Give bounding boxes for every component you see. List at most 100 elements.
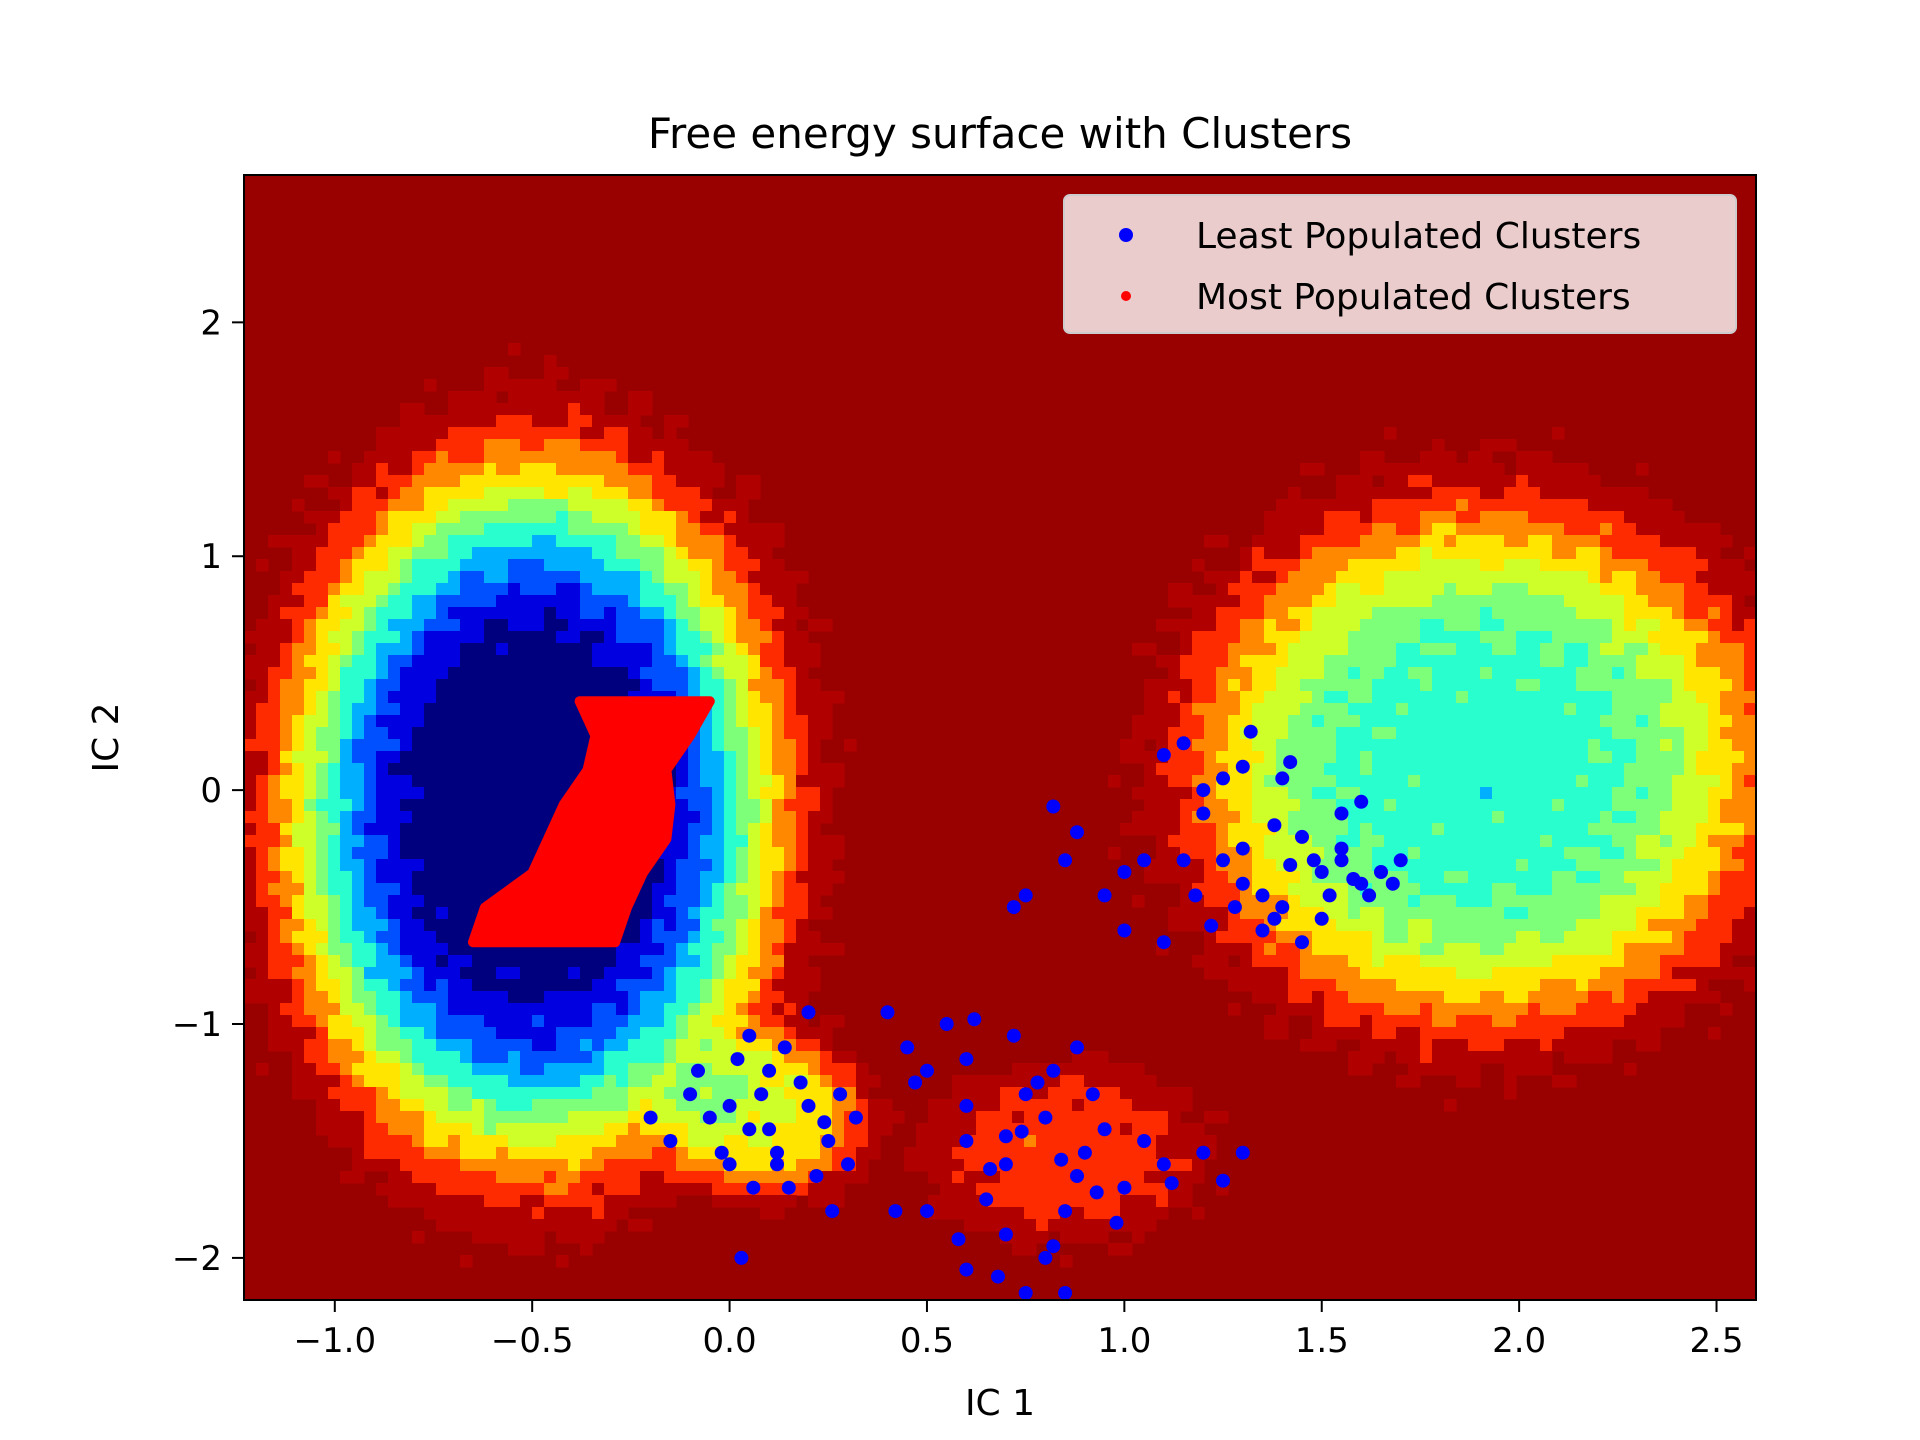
contour-cell bbox=[460, 1099, 473, 1112]
contour-cell bbox=[496, 799, 509, 812]
contour-cell bbox=[1636, 727, 1649, 740]
contour-cell bbox=[700, 979, 713, 992]
contour-cell bbox=[448, 391, 461, 404]
contour-cell bbox=[1492, 811, 1505, 824]
contour-cell bbox=[388, 895, 401, 908]
contour-cell bbox=[412, 919, 425, 932]
contour-cell bbox=[364, 895, 377, 908]
contour-cell bbox=[280, 595, 293, 608]
contour-cell bbox=[496, 595, 509, 608]
contour-cell bbox=[436, 907, 449, 920]
contour-cell bbox=[1336, 1027, 1349, 1040]
contour-cell bbox=[772, 751, 785, 764]
contour-cell bbox=[1540, 547, 1553, 560]
contour-cell bbox=[700, 1003, 713, 1016]
contour-cell bbox=[544, 475, 557, 488]
contour-cell bbox=[1264, 559, 1277, 572]
contour-cell bbox=[676, 823, 689, 836]
contour-cell bbox=[1600, 511, 1613, 524]
contour-cell bbox=[496, 667, 509, 680]
contour-cell bbox=[760, 835, 773, 848]
contour-cell bbox=[256, 931, 269, 944]
contour-cell bbox=[1504, 1063, 1517, 1076]
contour-cell bbox=[616, 1051, 629, 1064]
contour-cell bbox=[1372, 1003, 1385, 1016]
contour-cell bbox=[736, 895, 749, 908]
contour-cell bbox=[376, 631, 389, 644]
contour-cell bbox=[568, 487, 581, 500]
contour-cell bbox=[1552, 547, 1565, 560]
contour-cell bbox=[328, 907, 341, 920]
contour-cell bbox=[1384, 595, 1397, 608]
contour-cell bbox=[1528, 715, 1541, 728]
contour-cell bbox=[340, 571, 353, 584]
contour-cell bbox=[652, 547, 665, 560]
contour-cell bbox=[352, 799, 365, 812]
contour-cell bbox=[352, 979, 365, 992]
contour-cell bbox=[1600, 823, 1613, 836]
contour-cell bbox=[1744, 703, 1756, 716]
contour-cell bbox=[1348, 955, 1361, 968]
contour-cell bbox=[1516, 607, 1529, 620]
contour-cell bbox=[1648, 535, 1661, 548]
contour-cell bbox=[700, 943, 713, 956]
contour-cell bbox=[1516, 991, 1529, 1004]
contour-cell bbox=[280, 943, 293, 956]
contour-cell bbox=[376, 703, 389, 716]
contour-cell bbox=[292, 559, 305, 572]
contour-cell bbox=[700, 499, 713, 512]
contour-cell bbox=[640, 1027, 653, 1040]
contour-cell bbox=[496, 967, 509, 980]
contour-cell bbox=[472, 631, 485, 644]
contour-cell bbox=[712, 679, 725, 692]
contour-cell bbox=[292, 1015, 305, 1028]
contour-cell bbox=[280, 931, 293, 944]
contour-cell bbox=[508, 823, 521, 836]
contour-cell bbox=[508, 955, 521, 968]
contour-cell bbox=[400, 1063, 413, 1076]
contour-cell bbox=[1660, 595, 1673, 608]
contour-cell bbox=[760, 595, 773, 608]
contour-cell bbox=[1408, 463, 1421, 476]
contour-cell bbox=[664, 1051, 677, 1064]
contour-cell bbox=[388, 679, 401, 692]
contour-cell bbox=[508, 403, 521, 416]
contour-cell bbox=[1444, 655, 1457, 668]
contour-cell bbox=[1552, 499, 1565, 512]
contour-cell bbox=[820, 859, 833, 872]
contour-cell bbox=[1480, 583, 1493, 596]
contour-cell bbox=[1672, 787, 1685, 800]
contour-cell bbox=[1648, 739, 1661, 752]
contour-cell bbox=[1420, 931, 1433, 944]
contour-cell bbox=[1552, 991, 1565, 1004]
contour-cell bbox=[1528, 595, 1541, 608]
contour-cell bbox=[1528, 739, 1541, 752]
contour-cell bbox=[1516, 535, 1529, 548]
contour-cell bbox=[676, 895, 689, 908]
contour-cell bbox=[568, 403, 581, 416]
contour-cell bbox=[268, 991, 281, 1004]
contour-cell bbox=[628, 631, 641, 644]
contour-cell bbox=[1468, 859, 1481, 872]
contour-cell bbox=[1312, 703, 1325, 716]
contour-cell bbox=[736, 1039, 749, 1052]
contour-cell bbox=[1168, 907, 1181, 920]
contour-cell bbox=[664, 847, 677, 860]
contour-cell bbox=[412, 835, 425, 848]
contour-cell bbox=[268, 763, 281, 776]
contour-cell bbox=[628, 1003, 641, 1016]
contour-cell bbox=[388, 1051, 401, 1064]
contour-cell bbox=[532, 1075, 545, 1088]
contour-cell bbox=[1648, 943, 1661, 956]
contour-cell bbox=[628, 391, 641, 404]
contour-cell bbox=[472, 763, 485, 776]
contour-cell bbox=[1240, 667, 1253, 680]
contour-cell bbox=[364, 499, 377, 512]
contour-cell bbox=[1648, 679, 1661, 692]
contour-cell bbox=[508, 643, 521, 656]
contour-cell bbox=[496, 571, 509, 584]
contour-cell bbox=[784, 943, 797, 956]
contour-cell bbox=[700, 931, 713, 944]
contour-cell bbox=[484, 991, 497, 1004]
contour-cell bbox=[1324, 559, 1337, 572]
